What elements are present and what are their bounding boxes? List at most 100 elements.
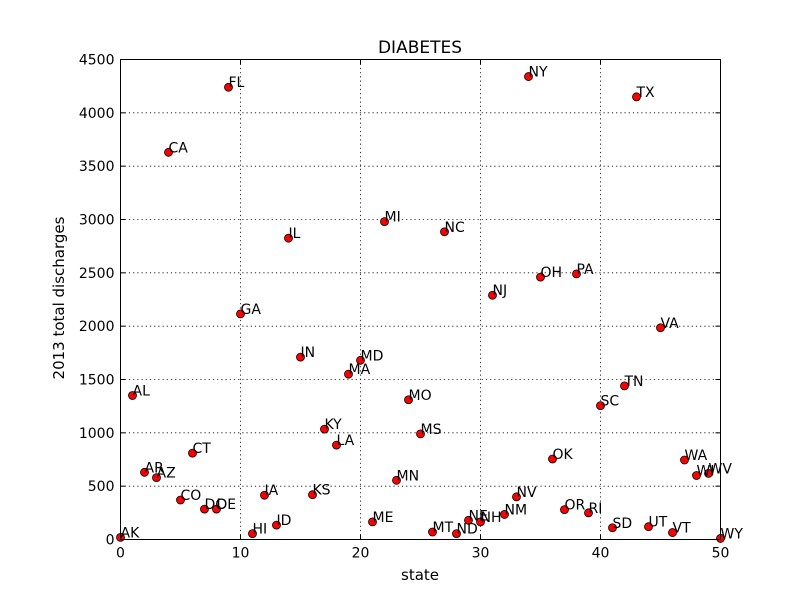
point-label: LA [337,433,355,449]
point-label: IL [289,226,301,242]
point-label: OR [565,498,586,514]
point-label: AR [145,460,165,476]
data-point [416,429,425,439]
x-tick-label: 0 [116,546,125,562]
y-tick-label: 4000 [79,106,115,122]
y-tick-label: 2500 [79,266,115,282]
point-label: RI [589,501,603,517]
data-point [332,440,341,450]
data-point [584,508,593,518]
point-label: MI [385,210,401,226]
data-point [356,355,365,365]
x-tick-label: 20 [352,546,370,562]
data-point [188,448,197,458]
y-axis-label: 2013 total discharges [50,216,68,379]
y-tick-label: 2000 [79,319,115,335]
point-label: SD [613,516,633,532]
y-tick-label: 500 [88,479,115,495]
point-label: GA [241,302,262,318]
point-label: NM [505,502,528,518]
chart-title: DIABETES [378,38,462,58]
point-label: ND [457,522,478,538]
x-tick-label: 30 [472,546,490,562]
point-label: AL [133,384,151,400]
point-label: CT [193,441,212,457]
point-label: NJ [493,283,508,299]
y-tick-label: 3000 [79,213,115,229]
data-point [452,529,461,539]
data-point [572,269,581,279]
data-point [272,520,281,530]
data-point [644,522,653,532]
data-point [428,527,437,537]
data-point [212,504,221,514]
data-point [632,92,641,102]
point-label: MA [349,362,371,378]
data-point [500,510,509,519]
grid-lines [120,59,721,540]
data-point [596,401,605,411]
data-point [668,528,677,537]
data-point [548,454,557,464]
x-tick-label: 50 [712,546,730,562]
point-label: NH [481,510,502,526]
point-label: WY [721,526,744,542]
point-label: OK [553,447,574,463]
data-point [560,505,569,515]
data-point [704,468,713,478]
point-label: SC [601,394,620,410]
data-points [116,72,725,543]
point-label: KS [313,483,331,499]
data-point [476,517,485,527]
data-point [176,495,185,505]
point-label: UT [649,515,668,531]
point-label: MS [421,422,442,438]
point-label: MT [433,520,454,536]
data-point [164,147,173,157]
data-point [320,424,329,434]
data-point [368,517,377,527]
y-tick-label: 0 [106,533,115,549]
data-point [344,369,353,379]
data-point [128,391,137,400]
data-point [464,515,473,525]
point-label: DE [217,497,237,513]
point-label: NV [517,485,537,501]
data-point [284,233,293,243]
x-tick-label: 40 [592,546,610,562]
data-point [200,504,209,514]
data-point [524,72,533,81]
point-label: MN [397,468,420,484]
data-point [488,290,497,300]
data-point [248,529,257,539]
x-axis-label: state [401,566,439,584]
data-point [380,217,389,227]
point-label: NC [445,220,465,236]
data-point [236,309,245,319]
point-label: CA [169,140,189,156]
point-label: NY [529,65,548,81]
point-label: KY [325,417,343,433]
point-label: TX [636,85,656,101]
data-point [620,381,629,391]
point-label: NE [469,508,488,524]
point-label: OH [541,265,563,281]
point-label: ME [373,510,394,526]
data-point [152,473,161,483]
point-label: PA [577,262,595,278]
data-point [224,82,233,92]
data-point [140,467,149,477]
point-label: WI [697,464,715,480]
data-point [296,352,305,362]
data-point [656,323,665,333]
data-point [440,227,449,237]
point-label: HI [253,522,268,538]
point-label: CO [181,488,202,504]
x-tick-label: 10 [232,546,250,562]
y-tick-label: 3500 [79,159,115,175]
point-label: AK [121,525,141,541]
data-point [260,490,269,500]
point-label: VT [673,521,692,537]
